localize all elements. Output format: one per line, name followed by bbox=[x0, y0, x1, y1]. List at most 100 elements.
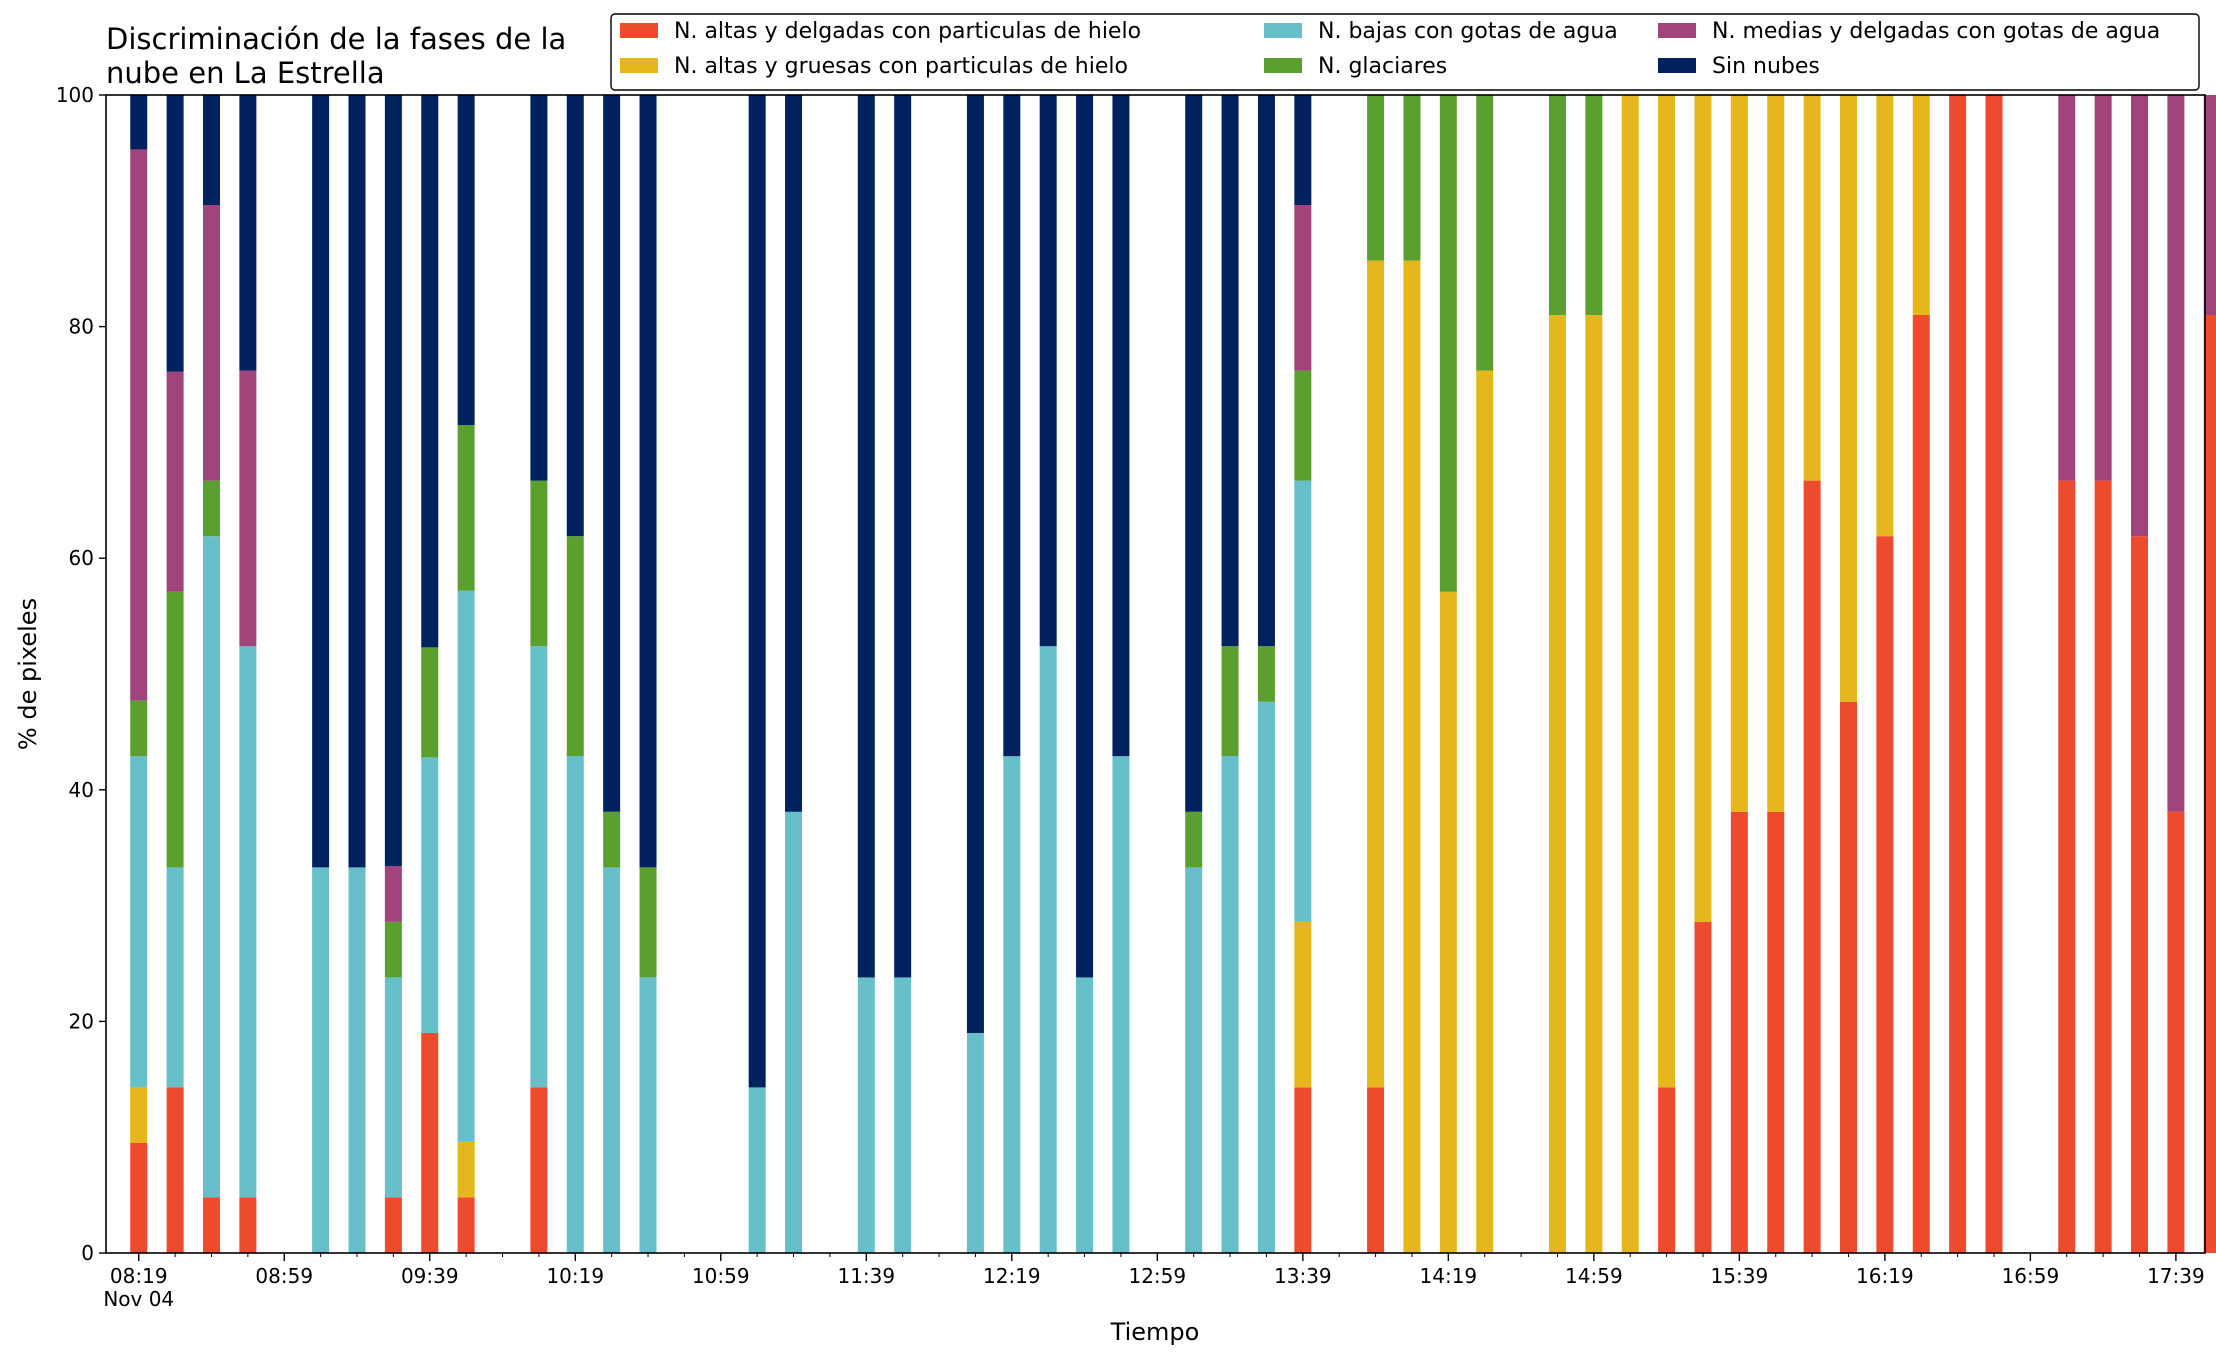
bar-segment-thick_ice-1509 bbox=[1621, 95, 1639, 1253]
bar-segment-clear-1029 bbox=[603, 95, 621, 812]
bar-segment-thick_ice-1449 bbox=[1548, 315, 1566, 1253]
bar-segment-thick_ice-1429 bbox=[1476, 370, 1494, 1254]
legend-swatch-thin_ice bbox=[620, 23, 658, 38]
bar-segment-glacier-1319 bbox=[1221, 646, 1239, 757]
x-tick-label: 10:19 bbox=[546, 1264, 604, 1288]
bar-segment-low_water-1219 bbox=[1003, 756, 1021, 1253]
plot-frame bbox=[105, 94, 2206, 1254]
x-tick-label: 12:19 bbox=[983, 1264, 1041, 1288]
bar-segment-thin_ice-1649 bbox=[1985, 95, 2003, 1253]
bar-segment-glacier-1329 bbox=[1257, 646, 1275, 702]
bar-segment-low_water-1149 bbox=[894, 977, 912, 1253]
bar-segment-clear-1249 bbox=[1112, 95, 1130, 757]
bar-segment-glacier-1009 bbox=[530, 480, 548, 647]
x-tick-label: 15:39 bbox=[1711, 1264, 1769, 1288]
x-tick-label: 12:59 bbox=[1128, 1264, 1186, 1288]
bar-segment-low_water-0829 bbox=[166, 867, 184, 1088]
bar-segment-clear-1149 bbox=[894, 95, 912, 978]
bar-segment-clear-0839 bbox=[203, 95, 220, 206]
bar-segment-low_water-0929 bbox=[384, 977, 402, 1198]
bar-segment-glacier-1309 bbox=[1185, 811, 1203, 868]
bar-segment-low_water-1329 bbox=[1257, 701, 1275, 1253]
x-tick-label: 11:39 bbox=[837, 1264, 895, 1288]
bar-segment-thin_ice-0839 bbox=[203, 1197, 220, 1253]
y-tick-label: 60 bbox=[69, 546, 94, 570]
bar-segment-glacier-0939 bbox=[421, 647, 439, 758]
bar-segment-thin_ice-1559 bbox=[1803, 480, 1821, 1253]
bars-layer bbox=[130, 95, 2216, 1254]
legend-label-mid_water: N. medias y delgadas con gotas de agua bbox=[1712, 19, 2160, 44]
bar-segment-clear-0829 bbox=[166, 95, 184, 372]
bar-segment-mid_water-0929 bbox=[384, 866, 402, 922]
bar-segment-clear-1009 bbox=[530, 95, 548, 481]
bar-segment-thick_ice-1459 bbox=[1585, 315, 1603, 1253]
bar-segment-low_water-0909 bbox=[312, 867, 330, 1253]
bar-segment-mid_water-0819 bbox=[130, 149, 148, 701]
legend-label-low_water: N. bajas con gotas de agua bbox=[1318, 19, 1618, 44]
bar-segment-glacier-1459 bbox=[1585, 95, 1603, 316]
bar-segment-low_water-0839 bbox=[203, 536, 220, 1198]
bar-segment-clear-1229 bbox=[1039, 95, 1057, 647]
bar-segment-glacier-1359 bbox=[1367, 95, 1385, 261]
legend-swatch-low_water bbox=[1264, 23, 1302, 38]
bar-segment-low_water-1339 bbox=[1294, 480, 1312, 922]
bar-segment-low_water-0819 bbox=[130, 756, 148, 1088]
bar-segment-glacier-1419 bbox=[1439, 95, 1457, 592]
x-tick-label: 10:59 bbox=[692, 1264, 750, 1288]
legend-swatch-clear bbox=[1658, 58, 1696, 73]
bar-segment-low_water-1239 bbox=[1076, 977, 1094, 1253]
bar-segment-thin_ice-1609 bbox=[1840, 701, 1857, 1253]
bar-segment-glacier-0829 bbox=[166, 591, 184, 868]
bar-segment-glacier-0949 bbox=[457, 425, 475, 591]
x-tick-label: 16:19 bbox=[1856, 1264, 1914, 1288]
x-tick-label: 08:19 bbox=[110, 1264, 168, 1288]
bar-segment-thin_ice-1359 bbox=[1367, 1087, 1385, 1253]
bar-segment-glacier-1039 bbox=[639, 867, 657, 978]
bar-segment-thick_ice-0949 bbox=[457, 1141, 475, 1198]
x-tick-label: 16:59 bbox=[2002, 1264, 2060, 1288]
x-tick-label: 14:19 bbox=[1420, 1264, 1478, 1288]
bar-segment-thick_ice-1419 bbox=[1439, 591, 1457, 1253]
bar-segment-clear-0919 bbox=[348, 95, 366, 868]
bar-segment-thin_ice-0929 bbox=[384, 1197, 402, 1253]
bar-segment-thin_ice-0939 bbox=[421, 1032, 439, 1253]
legend-frame bbox=[610, 13, 2200, 91]
bar-segment-clear-1219 bbox=[1003, 95, 1021, 757]
bar-segment-low_water-0849 bbox=[239, 646, 257, 1198]
bar-segment-glacier-1029 bbox=[603, 811, 621, 868]
bar-segment-mid_water-1709 bbox=[2058, 95, 2076, 481]
bar-segment-low_water-1229 bbox=[1039, 646, 1057, 1253]
bar-segment-low_water-1009 bbox=[530, 646, 548, 1088]
x-tick-sublabel: Nov 04 bbox=[103, 1287, 174, 1311]
y-axis: 0 20 40 60 80 100 bbox=[56, 83, 106, 1265]
bar-segment-thick_ice-1629 bbox=[1912, 95, 1930, 316]
bar-segment-clear-0849 bbox=[239, 95, 257, 371]
bar-segment-thin_ice-1639 bbox=[1949, 95, 1967, 1253]
bar-segment-mid_water-1719 bbox=[2094, 95, 2112, 481]
bar-segment-mid_water-1739 bbox=[2167, 95, 2185, 812]
bar-segment-low_water-1039 bbox=[639, 977, 657, 1253]
legend-swatch-mid_water bbox=[1658, 23, 1696, 38]
bar-segment-thin_ice-1729 bbox=[2131, 536, 2149, 1253]
bar-segment-thick_ice-1609 bbox=[1840, 95, 1857, 702]
legend-swatch-thick_ice bbox=[620, 58, 658, 73]
bar-segment-low_water-0949 bbox=[457, 590, 475, 1142]
bar-segment-clear-0929 bbox=[384, 95, 402, 867]
bar-segment-glacier-0929 bbox=[384, 921, 402, 978]
bar-segment-mid_water-1339 bbox=[1294, 205, 1312, 371]
y-tick-label: 0 bbox=[81, 1241, 94, 1265]
bar-segment-thick_ice-0819 bbox=[130, 1087, 148, 1143]
bar-segment-thin_ice-1619 bbox=[1876, 536, 1894, 1253]
bar-segment-low_water-1109 bbox=[748, 1087, 766, 1253]
bar-segment-glacier-0819 bbox=[130, 700, 148, 757]
bar-segment-low_water-1139 bbox=[857, 977, 875, 1253]
x-tick-label: 09:39 bbox=[401, 1264, 459, 1288]
bar-segment-thin_ice-1539 bbox=[1730, 811, 1748, 1253]
bar-segment-clear-1329 bbox=[1257, 95, 1275, 647]
legend-label-thick_ice: N. altas y gruesas con particulas de hie… bbox=[674, 54, 1128, 79]
bar-segment-clear-1339 bbox=[1294, 95, 1312, 206]
bar-segment-thin_ice-1009 bbox=[530, 1087, 548, 1253]
bar-segment-mid_water-0829 bbox=[166, 371, 184, 592]
bar-segment-mid_water-1729 bbox=[2131, 95, 2149, 537]
